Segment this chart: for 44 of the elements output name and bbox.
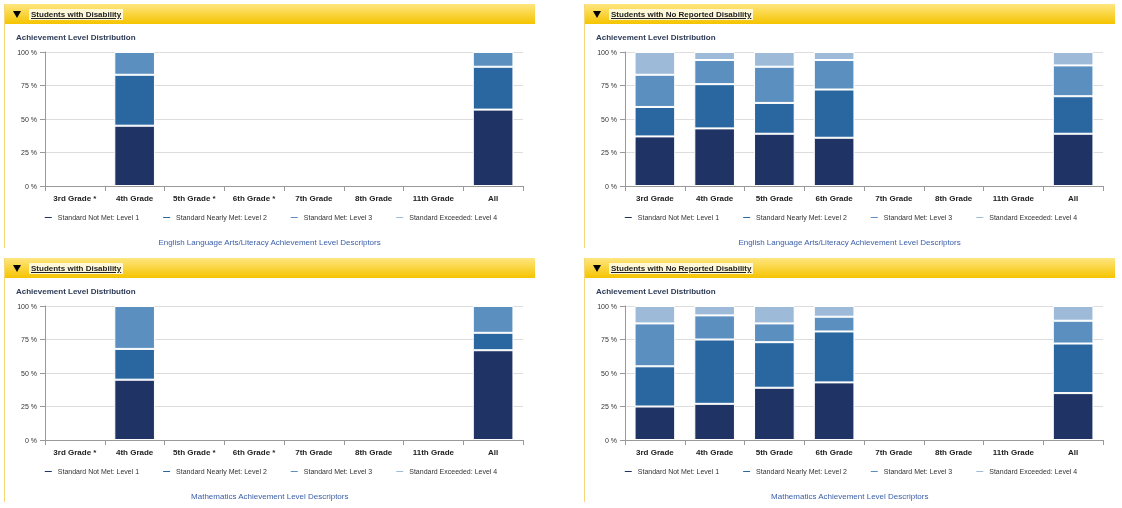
x-tick-label: 3rd Grade * [53,193,98,203]
text: Mathematics Achievement Level Descriptors [191,491,349,501]
x-tick-label: 8th Grade [934,193,973,203]
chart-title: Students with No Reported Disability [609,262,754,274]
x-tick-label: 4th Grade [695,447,734,457]
text: English Language Arts/Literacy Achievement Level Descriptors [158,237,381,247]
chart-subtitle: Achievement Level Distribution [596,286,716,296]
x-tick-label: 5th Grade [755,193,794,203]
chart-subtitle: Achievement Level Distribution [16,32,136,42]
text: English Language Arts/Literacy Achievement Level Descriptors [738,237,961,247]
x-tick-label: 4th Grade [695,193,734,203]
chart-title: Students with Disability [29,8,124,20]
x-tick-label: All [488,193,499,203]
text: Mathematics Achievement Level Descriptors [771,491,929,501]
chart-subtitle: Achievement Level Distribution [16,286,136,296]
x-tick-label: 5th Grade * [173,193,217,203]
x-tick-label: 8th Grade [354,193,393,203]
x-tick-label: 11th Grade [412,447,455,457]
x-tick-label: 6th Grade [815,447,854,457]
chart-subtitle: Achievement Level Distribution [596,32,716,42]
x-tick-label: 8th Grade [934,447,973,457]
x-tick-label: 6th Grade * [232,447,277,457]
x-tick-label: All [488,447,499,457]
x-tick-label: 6th Grade [815,193,854,203]
x-tick-label: All [1068,447,1079,457]
x-tick-label: 4th Grade [115,193,154,203]
x-tick-label: 11th Grade [992,193,1035,203]
x-tick-label: 11th Grade [992,447,1035,457]
x-tick-label: 6th Grade * [232,193,277,203]
x-tick-label: 8th Grade [354,447,393,457]
x-tick-label: 5th Grade * [173,447,217,457]
chart-title: Students with No Reported Disability [609,8,754,20]
x-tick-label: 3rd Grade [635,447,675,457]
x-tick-label: All [1068,193,1079,203]
chart-title: Students with Disability [29,262,124,274]
x-tick-label: 3rd Grade [635,193,675,203]
x-tick-label: 4th Grade [115,447,154,457]
x-tick-label: 3rd Grade * [53,447,98,457]
x-tick-label: 7th Grade [295,193,334,203]
x-tick-label: 11th Grade [412,193,455,203]
x-tick-label: 7th Grade [295,447,334,457]
x-tick-label: 5th Grade [755,447,794,457]
x-tick-label: 7th Grade [875,447,914,457]
x-tick-label: 7th Grade [875,193,914,203]
